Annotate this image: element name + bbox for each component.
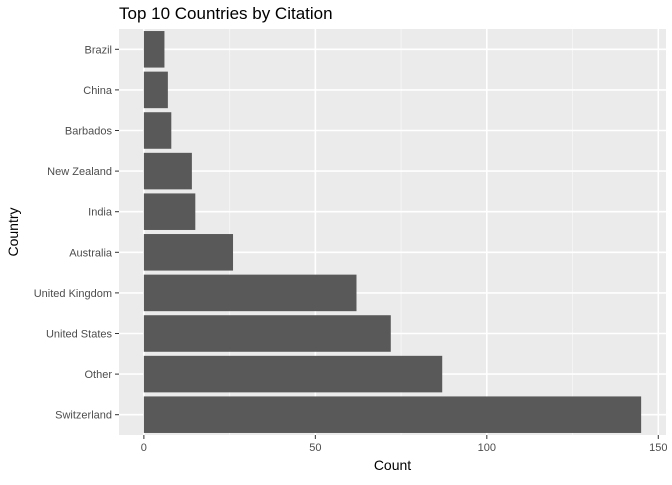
- y-tick-label: Australia: [69, 247, 113, 259]
- x-axis-title: Count: [374, 457, 411, 473]
- x-tick-label: 0: [141, 442, 147, 454]
- y-axis-title: Country: [5, 207, 21, 256]
- y-tick-label: Switzerland: [55, 410, 112, 422]
- gridlines: [119, 29, 666, 435]
- x-axis: 0 50 100 150: [141, 435, 667, 454]
- bars: [143, 31, 642, 433]
- bar-other: [143, 355, 443, 393]
- x-tick-label: 50: [309, 442, 321, 454]
- bar-switzerland: [143, 396, 642, 433]
- chart-title: Top 10 Countries by Citation: [119, 4, 333, 23]
- x-tick-label: 100: [478, 442, 496, 454]
- bar-india: [143, 193, 196, 230]
- y-tick-label: China: [83, 85, 113, 97]
- x-tick-label: 150: [649, 442, 667, 454]
- y-tick-label: New Zealand: [47, 166, 112, 178]
- bar-australia: [143, 234, 234, 271]
- bar-united-kingdom: [143, 274, 357, 312]
- bar-united-states: [143, 315, 391, 352]
- y-axis: Brazil China Barbados New Zealand India Austr…: [34, 44, 119, 422]
- y-tick-label: Other: [84, 369, 112, 381]
- bar-china: [143, 71, 168, 109]
- bar-brazil: [143, 31, 165, 68]
- y-tick-label: United Kingdom: [34, 288, 112, 300]
- bar-new-zealand: [143, 152, 192, 190]
- y-tick-label: United States: [46, 329, 113, 341]
- y-tick-label: Barbados: [65, 126, 113, 138]
- y-tick-label: India: [88, 207, 113, 219]
- bar-barbados: [143, 112, 172, 149]
- y-tick-label: Brazil: [84, 44, 112, 56]
